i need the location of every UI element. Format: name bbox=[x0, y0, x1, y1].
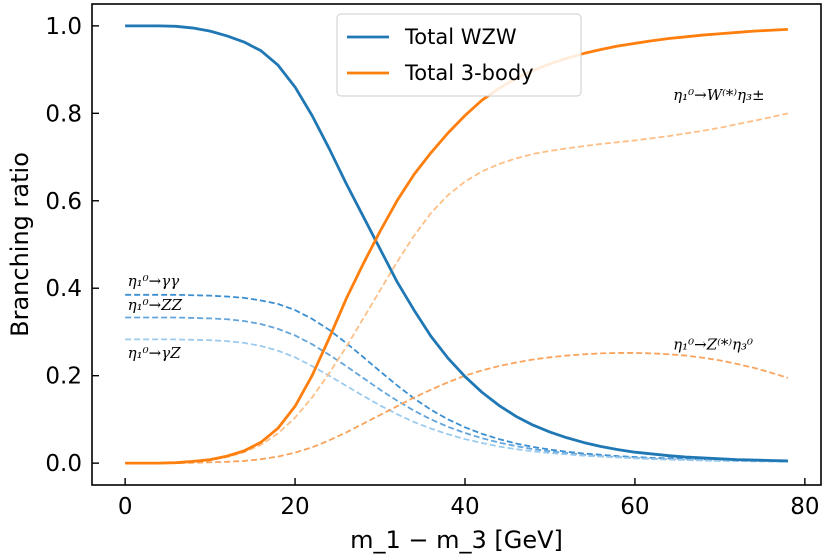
plot-frame bbox=[91, 3, 822, 486]
annotation-2: η₁⁰→γZ bbox=[128, 344, 182, 362]
annotation-0: η₁⁰→γγ bbox=[128, 272, 180, 290]
y-tick-label-0: 0.0 bbox=[45, 451, 82, 477]
y-tick-label-5: 1.0 bbox=[45, 14, 82, 40]
series-line-5 bbox=[125, 112, 789, 465]
annotations: η₁⁰→γγ η₁⁰→ZZ η₁⁰→γZ η₁⁰→W⁽*⁾η₃± η₁⁰→Z⁽*⁾η₃⁰ bbox=[128, 86, 765, 362]
y-axis-label: Branching ratio bbox=[6, 152, 34, 337]
legend: Total WZW Total 3-body bbox=[336, 13, 582, 97]
y-ticks: 0.0 0.2 0.4 0.6 0.8 1.0 bbox=[45, 14, 99, 477]
x-tick-label-2: 40 bbox=[450, 494, 479, 520]
annotation-3: η₁⁰→W⁽*⁾η₃± bbox=[673, 86, 764, 104]
series-line-0 bbox=[125, 24, 788, 463]
x-tick-label-3: 60 bbox=[620, 494, 649, 520]
x-tick-label-0: 0 bbox=[118, 494, 133, 520]
legend-box bbox=[336, 13, 582, 97]
legend-label-0: Total WZW bbox=[404, 25, 517, 49]
y-tick-label-4: 0.8 bbox=[45, 101, 82, 127]
series-line-3 bbox=[125, 316, 788, 463]
x-axis-label: m_1 − m_3 [GeV] bbox=[350, 526, 563, 554]
x-tick-label-4: 80 bbox=[790, 494, 819, 520]
series-layer bbox=[125, 24, 789, 465]
x-tick-label-1: 20 bbox=[280, 494, 309, 520]
annotation-1: η₁⁰→ZZ bbox=[128, 296, 183, 314]
legend-label-1: Total 3-body bbox=[404, 61, 534, 85]
y-tick-label-1: 0.2 bbox=[45, 364, 82, 390]
series-line-6 bbox=[125, 352, 789, 465]
x-ticks: 0 20 40 60 80 bbox=[118, 478, 819, 520]
series-line-2 bbox=[125, 293, 788, 462]
y-tick-label-2: 0.4 bbox=[45, 276, 82, 302]
series-line-1 bbox=[125, 27, 788, 465]
y-tick-label-3: 0.6 bbox=[45, 189, 82, 215]
axes-layer bbox=[91, 3, 822, 486]
series-line-4 bbox=[125, 338, 788, 463]
annotation-4: η₁⁰→Z⁽*⁾η₃⁰ bbox=[673, 335, 753, 353]
